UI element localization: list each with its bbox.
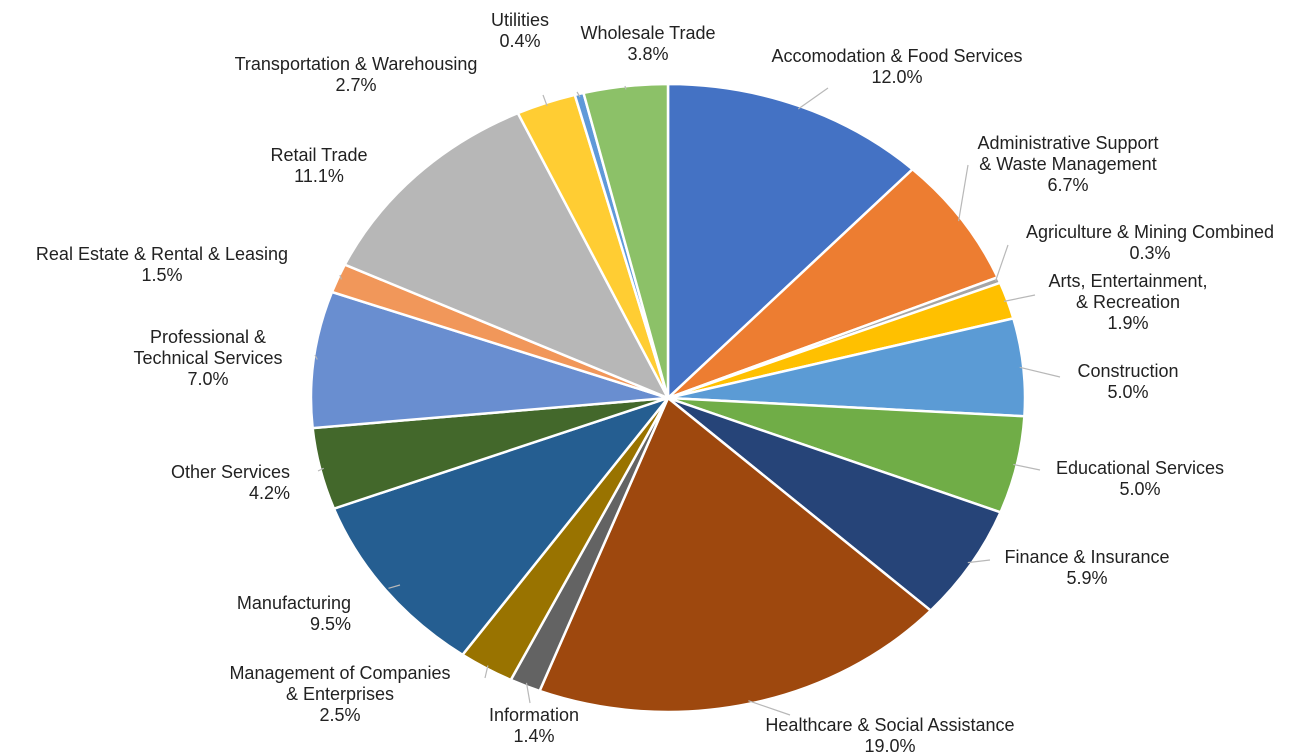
leader-line: [314, 354, 318, 360]
slice-name: & Waste Management: [979, 154, 1156, 174]
leader-line: [388, 584, 401, 589]
leader-line: [994, 244, 1009, 282]
pie-slice: [537, 395, 933, 714]
leader-line: [576, 91, 581, 98]
leader-line: [484, 665, 489, 679]
slice-percent: 12.0%: [871, 67, 922, 87]
leader-lines: [314, 85, 1061, 716]
pie-slice: [309, 290, 669, 430]
slice-name: Real Estate & Rental & Leasing: [36, 244, 288, 264]
slice-name: & Enterprises: [286, 684, 394, 704]
slice-name: Technical Services: [133, 348, 282, 368]
slice-label: Administrative Support & Waste Management…: [977, 133, 1158, 195]
slice-name: Utilities: [491, 10, 549, 30]
slice-name: Agriculture & Mining Combined: [1026, 222, 1274, 242]
slice-name: Construction: [1077, 361, 1178, 381]
leader-line: [624, 85, 627, 90]
slice-label: Real Estate & Rental & Leasing 1.5%: [36, 244, 288, 285]
pie-slice: [666, 82, 915, 401]
leader-line: [967, 559, 991, 564]
slice-label: Utilities 0.4%: [491, 10, 549, 51]
slice-percent: 1.5%: [141, 265, 182, 285]
slice-percent: 19.0%: [864, 736, 915, 755]
leader-line: [317, 467, 324, 472]
slice-percent: 4.2%: [249, 483, 290, 503]
slice-label: Finance & Insurance 5.9%: [1004, 547, 1169, 588]
leader-line: [1013, 463, 1041, 471]
slice-label: Management of Companies & Enterprises 2.5%: [229, 663, 450, 725]
slice-name: Arts, Entertainment,: [1048, 271, 1207, 291]
slice-name: Educational Services: [1056, 458, 1224, 478]
slice-labels: Accomodation & Food Services 12.0% Adminis…: [36, 10, 1274, 755]
slice-label: Professional & Technical Services 7.0%: [133, 327, 282, 389]
slice-label: Healthcare & Social Assistance 19.0%: [765, 715, 1014, 755]
leader-line: [797, 87, 829, 110]
pie-slice: [332, 395, 672, 657]
slice-percent: 1.9%: [1107, 313, 1148, 333]
slice-label: Retail Trade 11.1%: [270, 145, 367, 186]
slice-label: Wholesale Trade 3.8%: [580, 23, 715, 64]
slice-name: Professional &: [150, 327, 266, 347]
slice-label: Accomodation & Food Services 12.0%: [771, 46, 1022, 87]
slice-label: Educational Services 5.0%: [1056, 458, 1224, 499]
slice-label: Information 1.4%: [489, 705, 579, 746]
slice-percent: 5.0%: [1119, 479, 1160, 499]
slice-name: Management of Companies: [229, 663, 450, 683]
slice-label: Construction 5.0%: [1077, 361, 1178, 402]
slice-label: Other Services 4.2%: [171, 462, 290, 503]
pie-slice: [343, 111, 671, 401]
slice-name: Finance & Insurance: [1004, 547, 1169, 567]
slice-name: Accomodation & Food Services: [771, 46, 1022, 66]
slice-percent: 3.8%: [627, 44, 668, 64]
leader-line: [1003, 294, 1036, 302]
leader-line: [542, 94, 548, 107]
slice-percent: 5.9%: [1066, 568, 1107, 588]
leader-line: [418, 174, 421, 178]
leader-line: [958, 164, 969, 222]
leader-line: [339, 274, 342, 280]
slice-name: Other Services: [171, 462, 290, 482]
slice-name: Transportation & Warehousing: [235, 54, 478, 74]
leader-line: [748, 700, 791, 716]
pie-slice: [667, 396, 1003, 613]
slice-percent: 1.4%: [513, 726, 554, 746]
pie-slice: [667, 167, 1000, 400]
slice-percent: 5.0%: [1107, 382, 1148, 402]
pie-slices: [309, 82, 1027, 714]
leader-line: [525, 682, 531, 704]
slice-name: Information: [489, 705, 579, 725]
slice-label: Transportation & Warehousing 2.7%: [235, 54, 478, 95]
slice-name: Administrative Support: [977, 133, 1158, 153]
slice-name: Wholesale Trade: [580, 23, 715, 43]
slice-label: Manufacturing 9.5%: [237, 593, 351, 634]
slice-percent: 2.5%: [319, 705, 360, 725]
slice-percent: 0.4%: [499, 31, 540, 51]
slice-percent: 9.5%: [310, 614, 351, 634]
slice-percent: 2.7%: [335, 75, 376, 95]
slice-name: & Recreation: [1076, 292, 1180, 312]
slice-percent: 11.1%: [294, 166, 344, 186]
slice-percent: 7.0%: [187, 369, 228, 389]
slice-name: Retail Trade: [270, 145, 367, 165]
slice-percent: 6.7%: [1047, 175, 1088, 195]
slice-name: Manufacturing: [237, 593, 351, 613]
slice-name: Healthcare & Social Assistance: [765, 715, 1014, 735]
slice-label: Arts, Entertainment, & Recreation 1.9%: [1048, 271, 1207, 333]
slice-percent: 0.3%: [1129, 243, 1170, 263]
leader-line: [1019, 366, 1061, 378]
slice-label: Agriculture & Mining Combined 0.3%: [1026, 222, 1274, 263]
